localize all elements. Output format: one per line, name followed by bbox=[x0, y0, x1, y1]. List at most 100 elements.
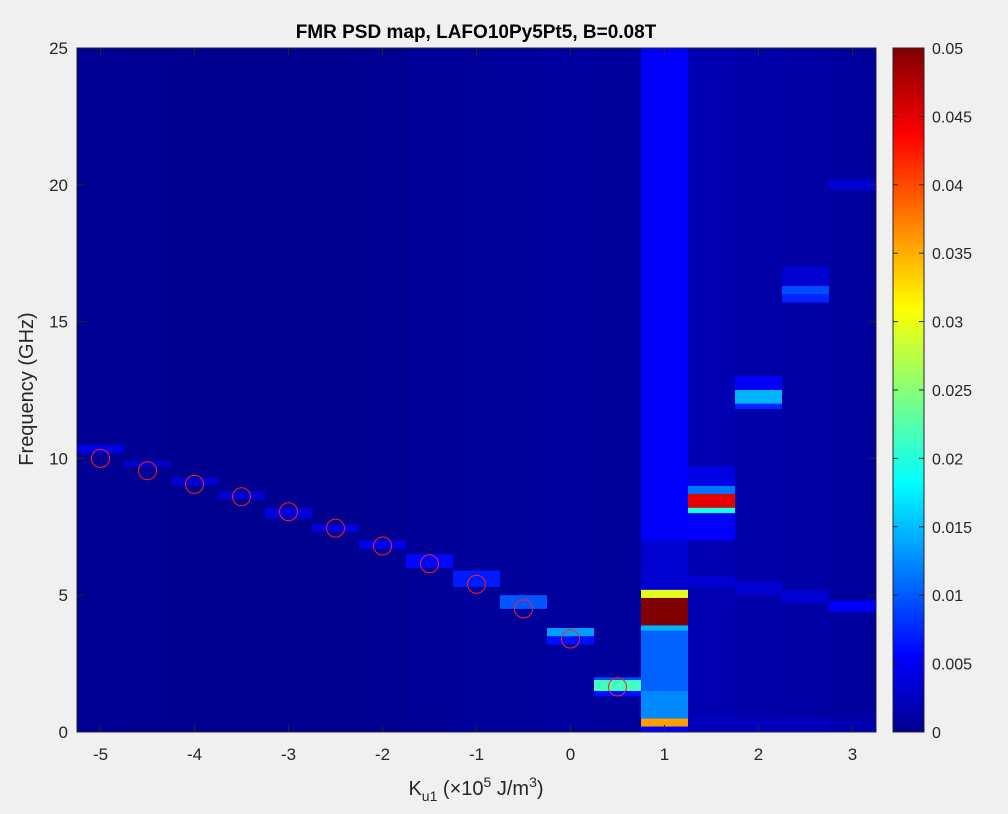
peak-markers bbox=[91, 448, 627, 697]
heatmap-cell bbox=[688, 576, 735, 587]
heatmap-cell bbox=[688, 493, 735, 508]
heatmap-column bbox=[688, 48, 735, 732]
x-tick-label: -1 bbox=[469, 745, 484, 764]
x-tick-label: -3 bbox=[281, 745, 296, 764]
x-tick-label: 1 bbox=[660, 745, 669, 764]
peak-marker bbox=[232, 487, 251, 507]
heatmap-cell bbox=[735, 376, 782, 390]
heatmap-cell bbox=[829, 600, 876, 612]
y-tick-label: 10 bbox=[49, 449, 68, 468]
heatmap-cell bbox=[312, 524, 359, 533]
heatmap-cell bbox=[594, 677, 641, 681]
x-tick-label: -5 bbox=[93, 745, 108, 764]
colorbar-tick-label: 0.045 bbox=[932, 109, 972, 126]
heatmap-cell bbox=[265, 507, 312, 519]
colorbar-ticks: 0 0.005 0.01 0.015 0.02 0.025 0.03 0.035 0.04 0.0… bbox=[893, 41, 972, 742]
x-axis-label: Ku1 (×105 J/m3) bbox=[408, 774, 543, 804]
peak-marker bbox=[279, 502, 298, 522]
heatmap-cell bbox=[453, 570, 500, 587]
x-tick-label: 2 bbox=[754, 745, 763, 764]
y-tick-label: 15 bbox=[49, 313, 68, 332]
x-tick-label: 0 bbox=[566, 745, 575, 764]
peak-marker bbox=[561, 629, 580, 649]
heatmap-cell bbox=[782, 718, 829, 732]
peak-marker bbox=[138, 461, 157, 481]
heatmap-cell bbox=[641, 597, 688, 626]
x-label-close: ) bbox=[537, 778, 544, 800]
heatmap-cell bbox=[782, 589, 829, 604]
heatmap-column bbox=[124, 48, 171, 732]
colorbar-tick-label: 0.005 bbox=[932, 657, 972, 674]
colorbar-tick-label: 0.025 bbox=[932, 383, 972, 400]
colorbar-tick-label: 0.01 bbox=[932, 588, 963, 605]
heatmap-column bbox=[829, 48, 876, 732]
colorbar-tick-label: 0.03 bbox=[932, 315, 963, 332]
heatmap-column bbox=[312, 48, 359, 732]
heatmap-cell bbox=[547, 628, 594, 637]
peak-marker bbox=[91, 448, 110, 468]
heatmap-cell bbox=[641, 540, 688, 590]
heatmap-cell bbox=[735, 581, 782, 596]
x-label-end: J/m bbox=[491, 778, 529, 800]
peak-marker bbox=[185, 474, 204, 494]
y-tick-label: 0 bbox=[59, 723, 68, 742]
colorbar-tick-label: 0.02 bbox=[932, 451, 963, 468]
heatmap-cell bbox=[688, 715, 735, 732]
heatmap-cell bbox=[594, 680, 641, 691]
y-tick-label: 5 bbox=[59, 586, 68, 605]
heatmap-cell bbox=[641, 625, 688, 631]
y-tick-label: 25 bbox=[49, 39, 68, 58]
heatmap-cell bbox=[594, 690, 641, 697]
heatmap-column bbox=[453, 48, 500, 732]
heatmap-plot: -5 -4 -3 -2 -1 0 1 2 3 0 5 10 15 20 25 bbox=[49, 39, 877, 764]
heatmap-cell bbox=[735, 390, 782, 404]
heatmap-column bbox=[782, 48, 829, 732]
heatmap-cell bbox=[782, 286, 829, 295]
heatmap-cell bbox=[641, 718, 688, 727]
heatmap-column bbox=[406, 48, 453, 732]
colorbar-tick-label: 0.035 bbox=[932, 246, 972, 263]
heatmap-cell bbox=[782, 266, 829, 287]
peak-marker bbox=[420, 554, 439, 574]
colorbar: 0 0.005 0.01 0.015 0.02 0.025 0.03 0.035 0.04 0.0… bbox=[892, 41, 972, 742]
heatmap-cell bbox=[547, 636, 594, 645]
peak-marker bbox=[608, 677, 627, 697]
heatmap-cell bbox=[688, 466, 735, 486]
heatmap-column bbox=[218, 48, 265, 732]
y-axis-ticks: 0 5 10 15 20 25 bbox=[49, 39, 876, 742]
colorbar-tick-label: 0.015 bbox=[932, 520, 972, 537]
heatmap-cell bbox=[688, 485, 735, 494]
y-axis-label: Frequency (GHz) bbox=[16, 312, 38, 465]
heatmap-cell bbox=[641, 589, 688, 598]
heatmap-cell bbox=[829, 179, 876, 191]
heatmap-cell bbox=[641, 630, 688, 691]
heatmap-cell bbox=[406, 554, 453, 568]
heatmap-cell bbox=[735, 403, 782, 410]
heatmap-cell bbox=[641, 690, 688, 719]
heatmap-column bbox=[547, 48, 594, 732]
x-label-superscript: 5 bbox=[484, 774, 492, 790]
heatmap-cell bbox=[782, 294, 829, 303]
heatmap-cell bbox=[124, 461, 171, 467]
x-tick-label: -4 bbox=[187, 745, 202, 764]
heatmap-column bbox=[500, 48, 547, 732]
peak-marker bbox=[326, 518, 345, 538]
colorbar-tick-label: 0 bbox=[932, 725, 941, 742]
chart-title: FMR PSD map, LAFO10Py5Pt5, B=0.08T bbox=[296, 22, 657, 43]
x-tick-label: -2 bbox=[375, 745, 390, 764]
peak-marker bbox=[514, 599, 533, 619]
heatmap-cell bbox=[688, 513, 735, 541]
heatmap-column bbox=[359, 48, 406, 732]
x-axis-ticks: -5 -4 -3 -2 -1 0 1 2 3 bbox=[93, 48, 857, 764]
y-tick-label: 20 bbox=[49, 176, 68, 195]
peak-marker bbox=[467, 574, 486, 594]
x-label-superscript-2: 3 bbox=[529, 774, 537, 790]
x-label-middle: (×10 bbox=[437, 778, 483, 800]
x-label-subscript: u1 bbox=[422, 788, 438, 804]
heatmap-column bbox=[77, 48, 124, 732]
heatmap-cell bbox=[688, 507, 735, 514]
heatmap-cell bbox=[359, 540, 406, 549]
x-tick-label: 3 bbox=[848, 745, 857, 764]
heatmap-column bbox=[171, 48, 218, 732]
